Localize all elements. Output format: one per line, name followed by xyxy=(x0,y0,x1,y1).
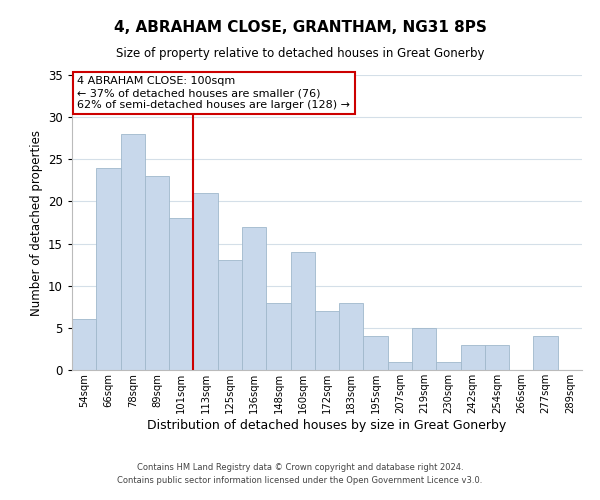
Bar xyxy=(388,362,412,370)
Bar xyxy=(412,328,436,370)
Bar xyxy=(193,193,218,370)
Text: Size of property relative to detached houses in Great Gonerby: Size of property relative to detached ho… xyxy=(116,48,484,60)
Bar xyxy=(461,344,485,370)
Bar xyxy=(242,226,266,370)
Bar xyxy=(96,168,121,370)
Bar xyxy=(290,252,315,370)
Bar xyxy=(315,311,339,370)
Y-axis label: Number of detached properties: Number of detached properties xyxy=(29,130,43,316)
Bar xyxy=(533,336,558,370)
Bar xyxy=(339,302,364,370)
X-axis label: Distribution of detached houses by size in Great Gonerby: Distribution of detached houses by size … xyxy=(148,418,506,432)
Bar xyxy=(72,320,96,370)
Text: 4 ABRAHAM CLOSE: 100sqm
← 37% of detached houses are smaller (76)
62% of semi-de: 4 ABRAHAM CLOSE: 100sqm ← 37% of detache… xyxy=(77,76,350,110)
Bar xyxy=(436,362,461,370)
Bar xyxy=(364,336,388,370)
Bar xyxy=(145,176,169,370)
Text: 4, ABRAHAM CLOSE, GRANTHAM, NG31 8PS: 4, ABRAHAM CLOSE, GRANTHAM, NG31 8PS xyxy=(113,20,487,35)
Bar xyxy=(121,134,145,370)
Bar xyxy=(485,344,509,370)
Bar xyxy=(266,302,290,370)
Bar xyxy=(218,260,242,370)
Bar xyxy=(169,218,193,370)
Text: Contains HM Land Registry data © Crown copyright and database right 2024.
Contai: Contains HM Land Registry data © Crown c… xyxy=(118,464,482,485)
